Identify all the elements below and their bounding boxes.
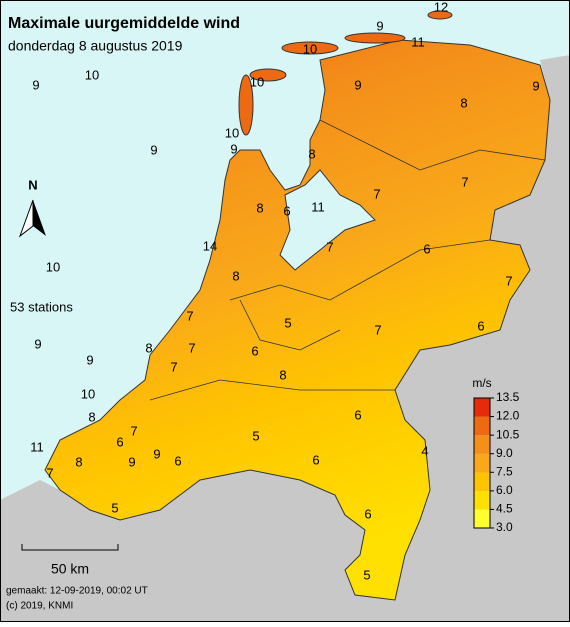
station-value: 9 [86, 352, 93, 367]
legend-label: 9.0 [496, 446, 513, 460]
legend-band [474, 398, 490, 417]
station-value: 7 [505, 273, 512, 288]
footer-made: gemaakt: 12-09-2019, 00:02 UT [6, 586, 148, 597]
legend-label: 3.0 [496, 520, 513, 534]
station-value: 8 [460, 95, 467, 110]
legend-band [474, 435, 490, 454]
legend-band [474, 509, 490, 528]
station-value: 7 [188, 340, 195, 355]
station-value: 10 [225, 125, 239, 140]
station-value: 11 [411, 34, 425, 49]
station-value: 6 [423, 241, 430, 256]
north-arrow [33, 200, 46, 236]
station-count: 53 stations [10, 299, 73, 314]
station-value: 8 [145, 340, 152, 355]
station-value: 7 [46, 465, 53, 480]
station-value: 8 [279, 367, 286, 382]
legend-label: 7.5 [496, 464, 513, 478]
station-value: 7 [186, 308, 193, 323]
north-label: N [28, 177, 37, 192]
station-value: 6 [116, 434, 123, 449]
netherlands [44, 39, 551, 601]
station-value: 6 [477, 318, 484, 333]
legend-band [474, 416, 490, 436]
neighbour-land [0, 55, 570, 622]
station-value: 9 [230, 141, 237, 156]
station-value: 4 [421, 443, 428, 458]
legend-label: 12.0 [496, 409, 520, 423]
station-value: 9 [354, 77, 361, 92]
legend-label: 10.5 [496, 427, 520, 441]
legend-band [474, 453, 490, 473]
station-value: 7 [170, 359, 177, 374]
station-value: 9 [153, 446, 160, 461]
station-value: 9 [150, 142, 157, 157]
legend-label: 6.0 [496, 483, 513, 497]
station-value: 11 [30, 439, 44, 454]
station-value: 5 [111, 500, 118, 515]
station-value: 6 [354, 407, 361, 422]
legend-band [474, 490, 490, 510]
station-value: 10 [46, 259, 60, 274]
station-value: 10 [85, 67, 99, 82]
legend-label: 4.5 [496, 502, 513, 516]
station-value: 7 [374, 322, 381, 337]
station-value: 7 [130, 423, 137, 438]
station-value: 7 [373, 186, 380, 201]
ijsselmeer [279, 169, 376, 271]
legend-unit: m/s [472, 376, 491, 390]
legend-label: 13.5 [496, 390, 520, 404]
subtitle: donderdag 8 augustus 2019 [8, 38, 183, 54]
station-value: 5 [284, 315, 291, 330]
station-value: 9 [34, 336, 41, 351]
station-value: 8 [232, 268, 239, 283]
islands [238, 10, 453, 136]
station-value: 6 [174, 453, 181, 468]
station-value: 6 [364, 506, 371, 521]
station-value: 5 [363, 567, 370, 582]
station-value: 7 [326, 239, 333, 254]
title: Maximale uurgemiddelde wind [8, 15, 240, 32]
station-value: 5 [252, 428, 259, 443]
station-value: 10 [250, 74, 264, 89]
station-value: 9 [128, 454, 135, 469]
station-value: 14 [203, 238, 217, 253]
station-value: 7 [461, 174, 468, 189]
station-value: 10 [303, 41, 317, 56]
legend-frame [473, 397, 491, 529]
station-value: 8 [75, 454, 82, 469]
scale-label: 50 km [51, 561, 89, 577]
station-value: 8 [308, 146, 315, 161]
station-value: 6 [283, 203, 290, 218]
province-borders [149, 119, 546, 401]
station-value: 8 [88, 409, 95, 424]
footer-copyright: (c) 2019, KNMI [6, 601, 73, 612]
station-value: 6 [251, 343, 258, 358]
station-value: 9 [532, 78, 539, 93]
station-value: 12 [434, 0, 448, 14]
station-value: 9 [376, 18, 383, 33]
station-value: 8 [256, 200, 263, 215]
scale-bar [21, 544, 119, 551]
station-value: 11 [311, 199, 325, 214]
station-value: 9 [32, 77, 39, 92]
legend-band [474, 472, 490, 491]
station-value: 6 [312, 452, 319, 467]
station-value: 10 [81, 386, 95, 401]
